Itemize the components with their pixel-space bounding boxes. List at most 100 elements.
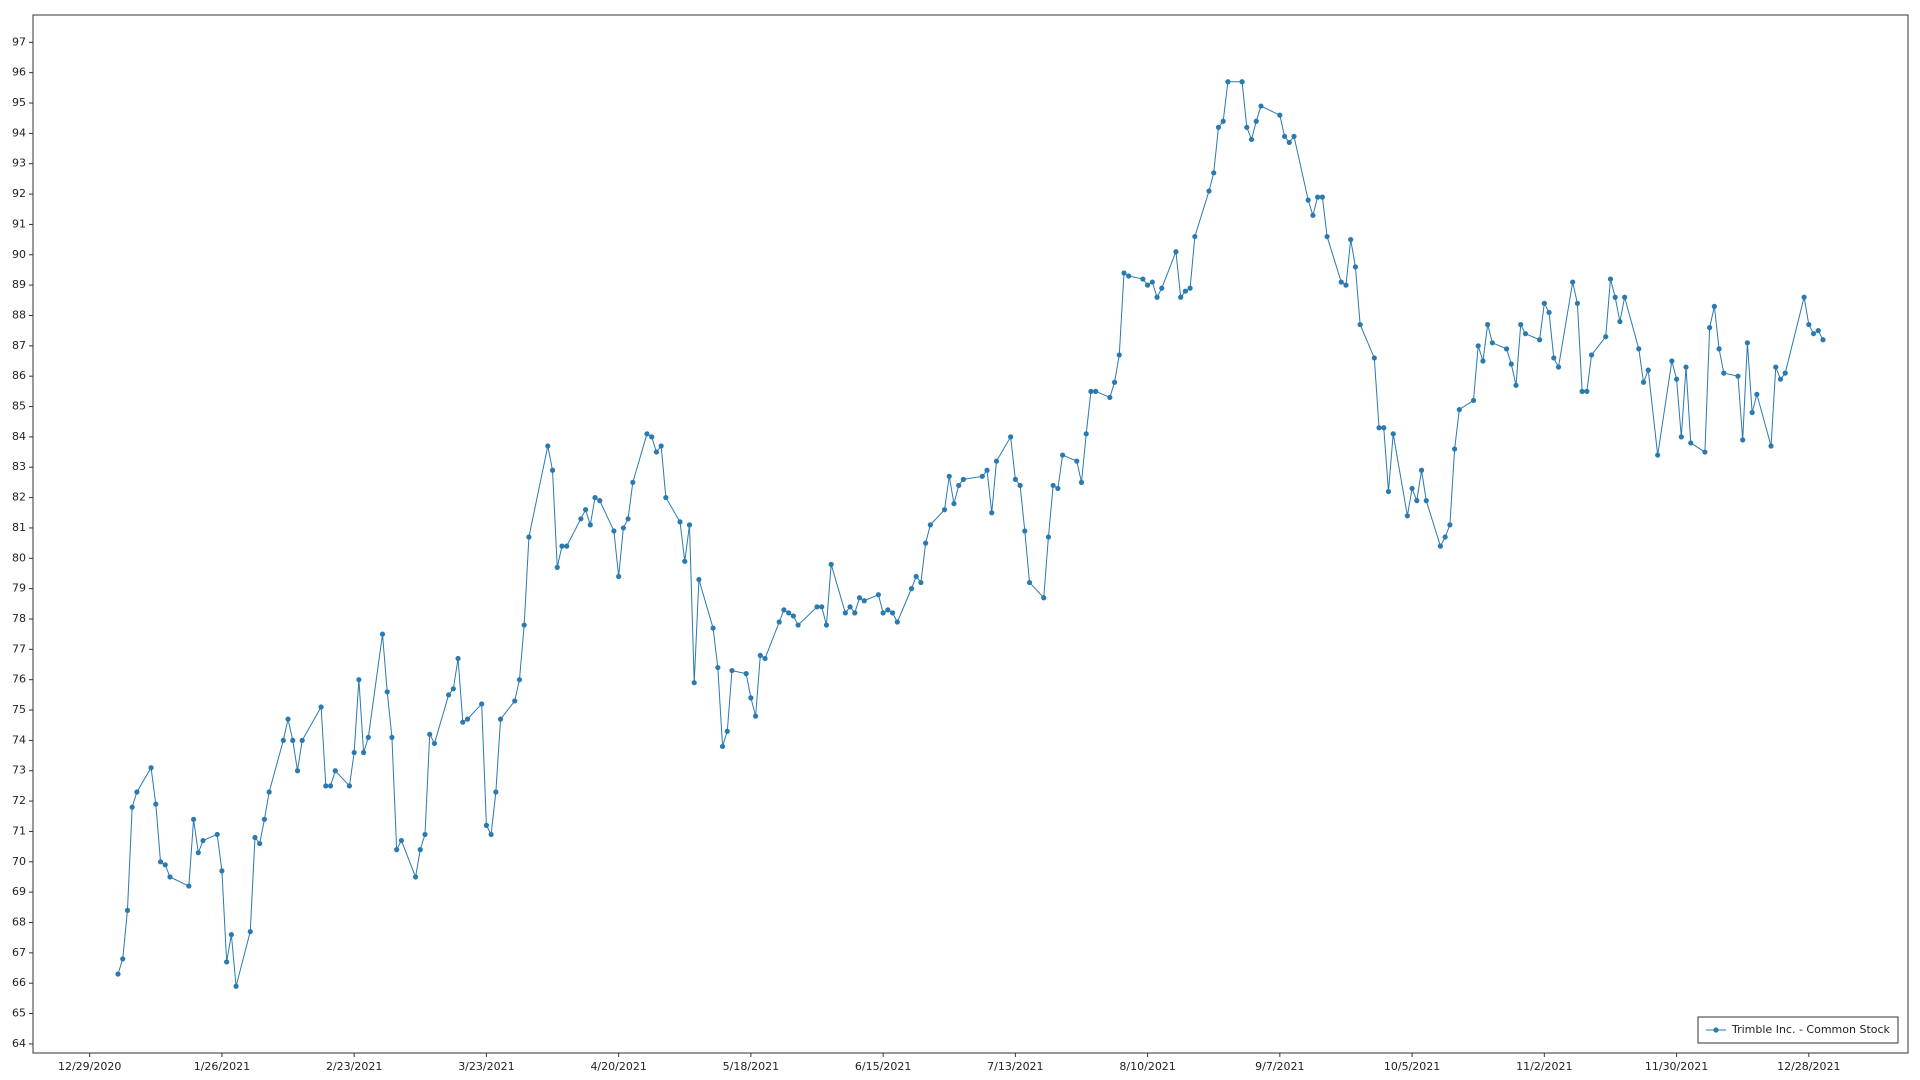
data-point — [1749, 409, 1755, 416]
data-point — [1404, 513, 1410, 519]
data-point — [1050, 482, 1056, 489]
data-point — [1277, 112, 1283, 118]
data-point — [153, 801, 159, 807]
data-point — [1107, 394, 1113, 401]
data-point — [582, 507, 589, 513]
data-point — [431, 740, 438, 747]
x-tick-label: 5/18/2021 — [723, 1060, 779, 1073]
data-point — [224, 959, 230, 965]
data-point — [1541, 300, 1547, 306]
data-point — [1121, 270, 1127, 276]
data-point — [781, 607, 787, 613]
data-point — [880, 610, 886, 616]
data-point — [979, 473, 985, 479]
data-point — [323, 783, 329, 789]
data-point — [379, 631, 386, 637]
data-point — [1555, 364, 1562, 370]
legend-label: Trimble Inc. - Common Stock — [1731, 1023, 1891, 1036]
data-point — [1281, 133, 1288, 140]
data-point — [993, 458, 1000, 464]
data-point — [852, 610, 858, 616]
data-point — [823, 622, 830, 628]
data-point — [1669, 358, 1675, 364]
data-point — [989, 510, 995, 516]
data-point — [828, 561, 834, 567]
y-tick-label: 84 — [12, 430, 26, 443]
data-point — [1640, 379, 1647, 385]
data-point — [644, 431, 650, 437]
data-point — [1225, 79, 1231, 85]
data-point — [219, 868, 225, 874]
data-point — [1041, 595, 1047, 601]
data-point — [1820, 337, 1826, 343]
data-point — [318, 704, 324, 710]
data-point — [1192, 233, 1198, 240]
x-tick-label: 11/2/2021 — [1516, 1060, 1572, 1073]
data-point — [493, 789, 499, 795]
x-tick-label: 4/20/2021 — [590, 1060, 646, 1073]
data-point — [398, 837, 404, 844]
data-point — [1607, 276, 1614, 282]
data-point — [1078, 479, 1085, 486]
data-point — [422, 831, 428, 838]
data-point — [1442, 534, 1448, 540]
y-tick-label: 65 — [12, 1007, 26, 1020]
data-point — [620, 525, 626, 531]
y-tick-label: 85 — [12, 400, 26, 413]
data-point — [1570, 279, 1576, 285]
data-point — [946, 473, 952, 479]
data-point — [1815, 328, 1821, 334]
data-point — [1093, 388, 1099, 394]
data-point — [1475, 343, 1481, 349]
data-point — [597, 498, 603, 504]
data-point — [1584, 388, 1590, 394]
y-tick-label: 75 — [12, 703, 26, 716]
legend-box — [1697, 1016, 1899, 1044]
data-point — [885, 607, 891, 613]
data-point — [389, 734, 395, 740]
data-point — [1437, 543, 1444, 549]
data-point — [757, 652, 763, 659]
data-point — [327, 783, 334, 789]
data-point — [1324, 233, 1330, 240]
data-point — [460, 719, 466, 725]
data-point — [1310, 212, 1316, 218]
data-point — [1409, 485, 1415, 492]
data-point — [941, 507, 948, 513]
data-point — [190, 816, 197, 822]
data-point — [1352, 264, 1359, 270]
data-point — [361, 749, 367, 756]
y-tick-label: 93 — [12, 157, 26, 170]
data-point — [677, 519, 683, 525]
y-tick-label: 79 — [12, 582, 26, 595]
x-tick-label: 2/23/2021 — [326, 1060, 382, 1073]
data-point — [1537, 337, 1543, 343]
data-point — [1612, 294, 1618, 300]
data-point — [790, 613, 796, 619]
data-point — [545, 443, 551, 449]
y-tick-label: 73 — [12, 764, 26, 777]
y-tick-label: 95 — [12, 96, 26, 109]
data-point — [1470, 397, 1477, 404]
data-point — [719, 743, 726, 750]
data-point — [521, 622, 527, 628]
data-point — [918, 579, 924, 586]
data-point — [1376, 425, 1382, 431]
data-point — [1338, 279, 1344, 285]
data-point — [1683, 364, 1689, 370]
data-point — [488, 831, 494, 838]
data-point — [1503, 346, 1510, 352]
x-tick-label: 1/26/2021 — [194, 1060, 250, 1073]
y-tick-label: 97 — [12, 35, 26, 48]
data-point — [1178, 294, 1184, 300]
data-point — [748, 695, 754, 701]
x-tick-label: 11/30/2021 — [1645, 1060, 1708, 1073]
x-tick-label: 8/10/2021 — [1119, 1060, 1175, 1073]
data-point — [1773, 364, 1779, 370]
data-point — [228, 932, 234, 938]
data-point — [1244, 124, 1250, 130]
data-point — [1343, 282, 1349, 288]
legend: Trimble Inc. - Common Stock — [1697, 1016, 1899, 1044]
data-point — [1447, 522, 1453, 528]
